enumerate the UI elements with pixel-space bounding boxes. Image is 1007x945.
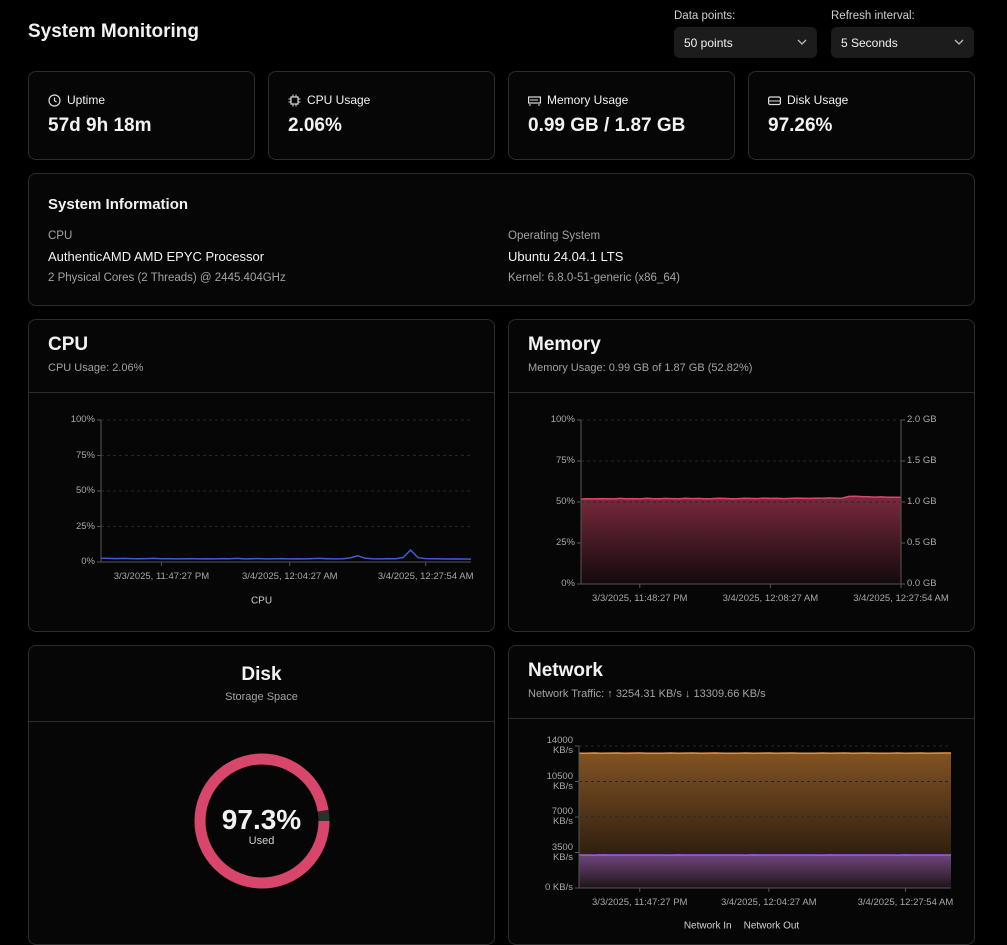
chevron [954, 38, 964, 46]
memory-icon [528, 94, 541, 107]
select-value: 50 points [684, 36, 733, 50]
info-label: CPU [48, 230, 72, 242]
y2-tick-label: 1.5 GB [907, 456, 937, 466]
stat-value: 0.99 GB / 1.87 GB [528, 115, 685, 137]
y-tick-label: 0% [561, 579, 575, 589]
cpu-card: CPU CPU Usage: 2.06% 0%25%50%75%100%3/3/… [28, 319, 495, 632]
legend-label: CPU [251, 596, 272, 607]
info-label: Operating System [508, 230, 600, 242]
y-tick-label: 0 KB/s [539, 883, 573, 893]
chart [509, 320, 974, 631]
refresh-label: Refresh interval: [831, 10, 915, 22]
legend-label: Network Out [744, 921, 800, 932]
legend: CPU [251, 596, 272, 607]
y-tick-label: 75% [76, 451, 95, 461]
data-points-label: Data points: [674, 10, 735, 22]
y2-tick-label: 2.0 GB [907, 415, 937, 425]
y2-tick-label: 0.0 GB [907, 579, 937, 589]
x-tick-label: 3/4/2025, 12:08:27 AM [723, 594, 819, 604]
y-tick-label: 0% [81, 557, 95, 567]
y-tick-label: 14000 KB/s [539, 736, 573, 756]
info-detail: Kernel: 6.8.0-51-generic (x86_64) [508, 272, 680, 284]
legend: Network In Network Out [684, 921, 799, 932]
chart [29, 320, 494, 631]
x-tick-label: 3/4/2025, 12:04:27 AM [242, 572, 338, 582]
legend-item: Network Out [744, 921, 800, 932]
x-tick-label: 3/4/2025, 12:04:27 AM [721, 898, 817, 908]
x-tick-label: 3/3/2025, 11:47:27 PM [114, 572, 209, 582]
disk-card: Disk Storage Space 97.3% Used [28, 645, 495, 945]
y-tick-label: 100% [551, 415, 575, 425]
section-title: System Information [48, 196, 188, 213]
x-tick-label: 3/4/2025, 12:27:54 AM [378, 572, 474, 582]
stat-value: 57d 9h 18m [48, 115, 152, 137]
clock-icon [48, 94, 61, 107]
stat-card: Uptime 57d 9h 18m [28, 71, 255, 160]
system-info-card: System Information CPU AuthenticAMD AMD … [28, 173, 975, 306]
y2-tick-label: 0.5 GB [907, 538, 937, 548]
chevron [797, 38, 807, 46]
y2-tick-label: 1.0 GB [907, 497, 937, 507]
info-detail: 2 Physical Cores (2 Threads) @ 2445.404G… [48, 272, 286, 284]
cpu-icon [288, 94, 301, 107]
data-points-select[interactable]: 50 points [674, 27, 817, 58]
stat-label: CPU Usage [307, 93, 370, 107]
x-tick-label: 3/3/2025, 11:47:27 PM [592, 898, 687, 908]
x-tick-label: 3/4/2025, 12:27:54 AM [858, 898, 954, 908]
y-tick-label: 25% [556, 538, 575, 548]
y-tick-label: 75% [556, 456, 575, 466]
stat-label: Disk Usage [787, 93, 848, 107]
x-tick-label: 3/4/2025, 12:27:54 AM [853, 594, 949, 604]
donut-label: Used [29, 835, 494, 847]
refresh-select[interactable]: 5 Seconds [831, 27, 974, 58]
y-tick-label: 10500 KB/s [539, 772, 573, 792]
disk-icon [768, 94, 781, 107]
stat-card: CPU Usage 2.06% [268, 71, 495, 160]
y-tick-label: 50% [76, 486, 95, 496]
x-tick-label: 3/3/2025, 11:48:27 PM [592, 594, 687, 604]
stat-value: 97.26% [768, 115, 832, 137]
memory-card: Memory Memory Usage: 0.99 GB of 1.87 GB … [508, 319, 975, 632]
y-tick-label: 100% [71, 415, 95, 425]
donut-value: 97.3% [29, 804, 494, 836]
y-tick-label: 7000 KB/s [539, 807, 573, 827]
y-tick-label: 25% [76, 522, 95, 532]
select-value: 5 Seconds [841, 36, 898, 50]
chart [29, 646, 494, 944]
info-value: AuthenticAMD AMD EPYC Processor [48, 249, 264, 264]
y-tick-label: 3500 KB/s [539, 843, 573, 863]
stat-label: Uptime [67, 93, 105, 107]
stat-card: Memory Usage 0.99 GB / 1.87 GB [508, 71, 735, 160]
stat-value: 2.06% [288, 115, 342, 137]
stat-label: Memory Usage [547, 93, 628, 107]
series-line [101, 550, 471, 559]
info-value: Ubuntu 24.04.1 LTS [508, 249, 623, 264]
legend-label: Network In [684, 921, 732, 932]
legend-item: Network In [684, 921, 732, 932]
legend-item: CPU [251, 596, 272, 607]
stat-card: Disk Usage 97.26% [748, 71, 975, 160]
series-area [581, 496, 901, 584]
y-tick-label: 50% [556, 497, 575, 507]
page-title: System Monitoring [28, 21, 199, 43]
series-area [579, 855, 951, 888]
network-card: Network Network Traffic: ↑ 3254.31 KB/s … [508, 645, 975, 945]
